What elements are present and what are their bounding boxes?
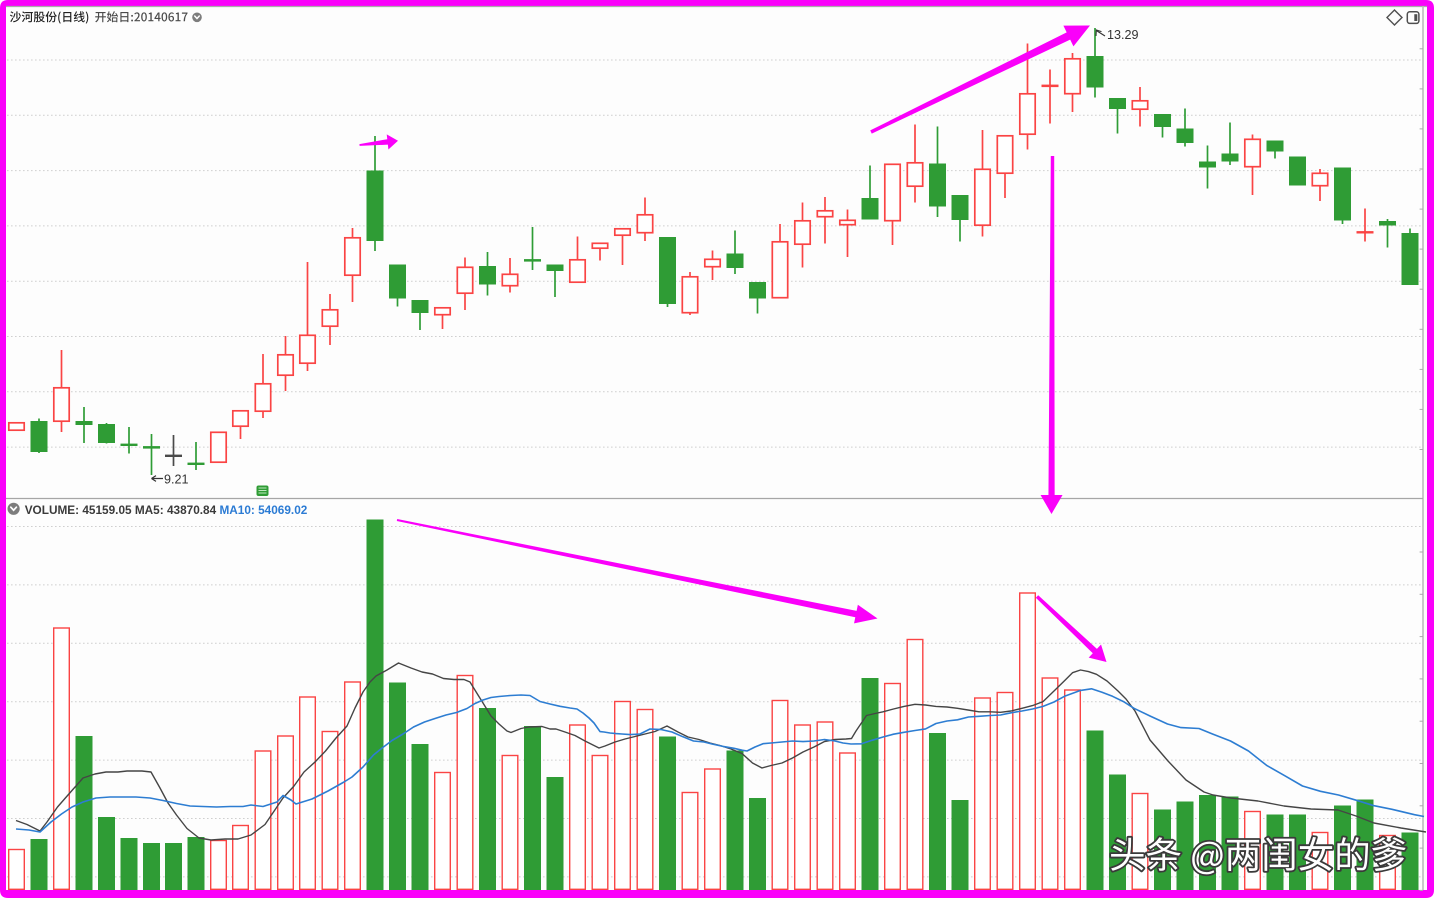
svg-text:9.21: 9.21 — [164, 473, 189, 487]
svg-text:13.29: 13.29 — [1107, 28, 1139, 42]
svg-text:VOLUME: 45159.05 MA5: 43870.84: VOLUME: 45159.05 MA5: 43870.84 MA10: 540… — [25, 503, 308, 517]
